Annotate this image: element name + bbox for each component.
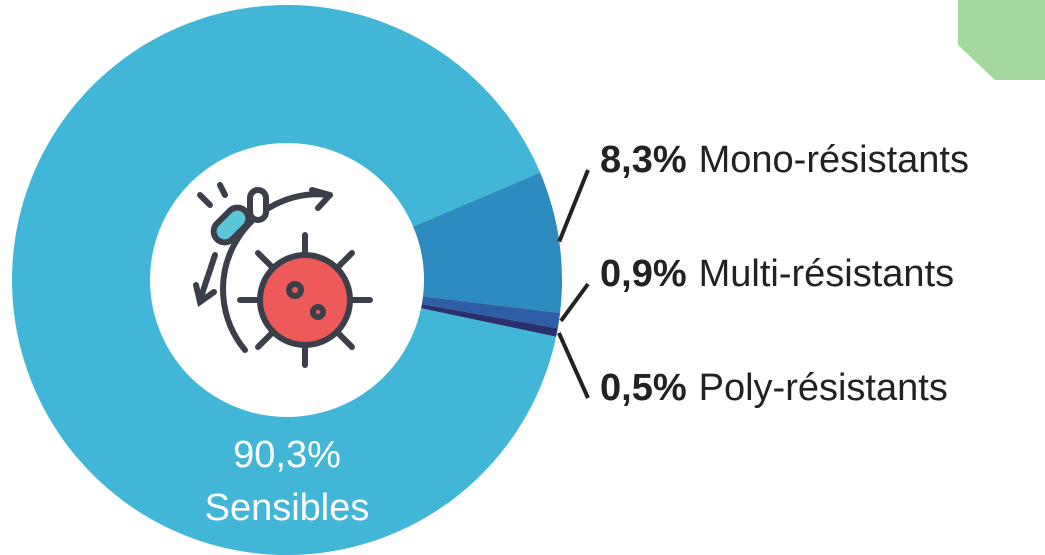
- slice-value-label: 0,9%: [600, 253, 687, 295]
- leader-line: [559, 282, 590, 323]
- slice-category-label: Multi-résistants: [699, 253, 955, 295]
- center-icon: [193, 182, 373, 368]
- slice-label: 0,5% Poly-résistants: [600, 367, 948, 409]
- donut: [11, 5, 563, 555]
- leader-line: [557, 169, 590, 243]
- slice-value-label: 0,5%: [600, 367, 687, 409]
- slice-value-label: 8,3%: [600, 139, 687, 181]
- corner-decoration: [958, 0, 1045, 80]
- donut-slice: [413, 172, 563, 313]
- donut-slice: [11, 5, 557, 555]
- slice-label: 8,3% Mono-résistants: [600, 139, 969, 181]
- donut-slice: [421, 296, 561, 329]
- leader-line: [557, 332, 590, 399]
- slice-category-label: Sensibles: [205, 487, 370, 529]
- slice-category-label: Poly-résistants: [699, 367, 948, 409]
- slice-label: 0,9% Multi-résistants: [600, 253, 954, 295]
- slice-category-label: Mono-résistants: [699, 139, 969, 181]
- donut-slice: [421, 304, 558, 337]
- slice-value-label: 90,3%: [233, 434, 341, 476]
